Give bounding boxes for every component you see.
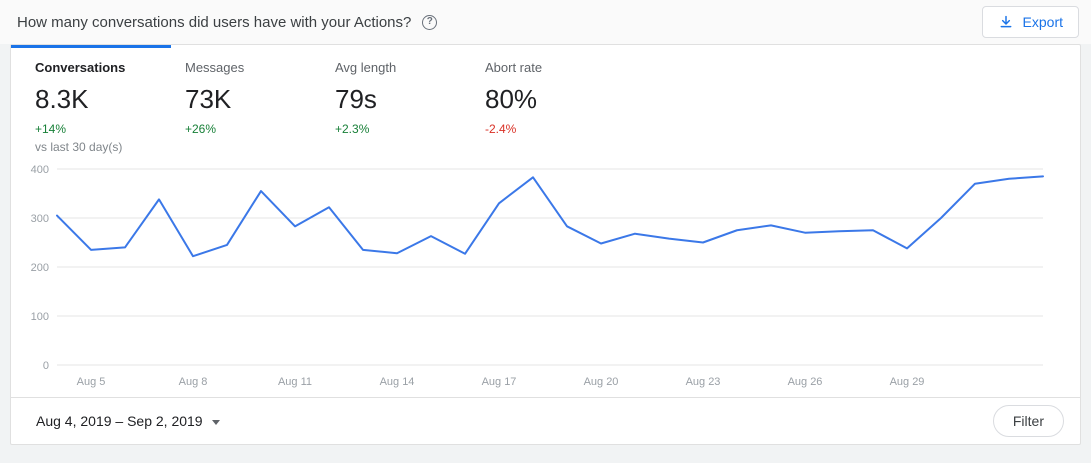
svg-text:300: 300 — [31, 213, 49, 225]
svg-text:0: 0 — [43, 360, 49, 372]
svg-text:Aug 5: Aug 5 — [77, 376, 106, 388]
svg-text:Aug 17: Aug 17 — [482, 376, 517, 388]
help-icon[interactable]: ? — [422, 14, 438, 30]
metric-value: 79s — [335, 84, 377, 114]
page-title: How many conversations did users have wi… — [17, 13, 412, 31]
chart-footer: Aug 4, 2019 – Sep 2, 2019 Filter — [11, 397, 1080, 444]
metric-label: Avg length — [335, 60, 397, 75]
date-range-label: Aug 4, 2019 – Sep 2, 2019 — [36, 413, 203, 429]
date-range-selector[interactable]: Aug 4, 2019 – Sep 2, 2019 — [36, 413, 220, 429]
metric-delta: -2.4% — [485, 122, 517, 136]
svg-text:200: 200 — [31, 262, 49, 274]
metric-label: Messages — [185, 60, 245, 75]
caret-down-icon — [211, 419, 220, 425]
metric-label: Abort rate — [485, 60, 543, 75]
conversations-chart: 0 100 200 300 400 Aug 5 Aug 8 Aug 11 Aug 14 Aug 1… — [11, 155, 1080, 391]
metric-label: Conversations — [35, 60, 126, 75]
title-wrap: How many conversations did users have wi… — [17, 13, 438, 31]
download-icon — [1000, 15, 1011, 28]
comparison-note: vs last 30 day(s) — [35, 140, 123, 154]
tab-conversations[interactable]: Conversations 8.3K +14% vs last 30 day(s… — [11, 60, 161, 155]
svg-text:100: 100 — [31, 311, 49, 323]
metric-value: 80% — [485, 84, 538, 114]
analytics-card: Conversations 8.3K +14% vs last 30 day(s… — [10, 44, 1081, 445]
svg-text:Aug 29: Aug 29 — [890, 376, 925, 388]
metric-delta: +2.3% — [335, 122, 370, 136]
svg-text:400: 400 — [31, 164, 49, 176]
metric-tabs: Conversations 8.3K +14% vs last 30 day(s… — [11, 45, 1080, 155]
svg-text:Aug 20: Aug 20 — [584, 376, 619, 388]
metric-value: 73K — [185, 84, 232, 114]
svg-text:Aug 11: Aug 11 — [278, 376, 312, 388]
tab-abort-rate[interactable]: Abort rate 80% -2.4% — [461, 60, 611, 155]
svg-text:Aug 14: Aug 14 — [380, 376, 415, 388]
tab-avg-length[interactable]: Avg length 79s +2.3% — [311, 60, 461, 155]
line-chart: 0 100 200 300 400 Aug 5 Aug 8 Aug 11 Aug 14 Aug 1… — [31, 164, 1044, 388]
svg-text:Aug 23: Aug 23 — [686, 376, 721, 388]
metric-value: 8.3K — [35, 84, 89, 114]
svg-text:Aug 8: Aug 8 — [179, 376, 208, 388]
active-tab-indicator — [11, 45, 171, 48]
export-button[interactable]: Export — [981, 6, 1079, 38]
metric-delta: +26% — [185, 122, 217, 136]
header: How many conversations did users have wi… — [0, 0, 1091, 44]
metric-delta: +14% — [35, 122, 67, 136]
tab-messages[interactable]: Messages 73K +26% — [161, 60, 311, 155]
export-label: Export — [1022, 14, 1063, 30]
filter-button[interactable]: Filter — [992, 405, 1064, 437]
svg-text:Aug 26: Aug 26 — [788, 376, 823, 388]
